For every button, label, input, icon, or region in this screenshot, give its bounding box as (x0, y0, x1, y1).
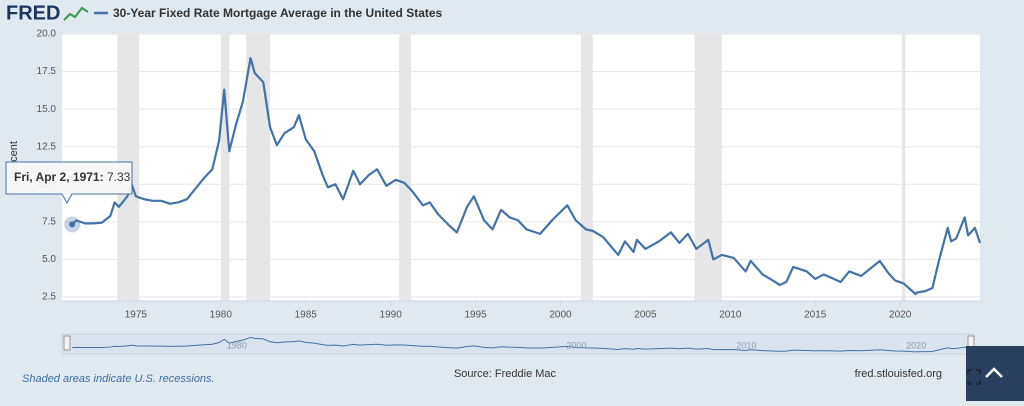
site: fred.stlouisfed.org (855, 368, 942, 380)
recession-note: Shaded areas indicate U.S. recessions. (22, 373, 215, 385)
caret-icon (985, 367, 1003, 378)
recession-band (694, 34, 722, 301)
y-tick-label: 20.0 (37, 29, 57, 40)
scroll-top-button[interactable] (966, 346, 1024, 401)
navigator-tick-label: 2000 (566, 340, 586, 350)
navigator-tick-label: 1980 (227, 340, 247, 350)
y-tick-label: 7.5 (42, 216, 56, 227)
y-tick-label: 12.5 (37, 141, 57, 152)
tooltip-date: Fri, Apr 2, 1971: (14, 170, 104, 184)
x-tick-label: 1990 (380, 310, 403, 321)
x-tick-label: 2005 (634, 310, 657, 321)
x-tick-label: 2020 (889, 310, 912, 321)
x-tick-label: 1985 (295, 310, 318, 321)
x-tick-label: 2000 (549, 310, 572, 321)
y-tick-label: 2.5 (42, 292, 56, 303)
x-tick-label: 1980 (210, 310, 233, 321)
navigator-tick-label: 2020 (906, 340, 926, 350)
x-tick-label: 1995 (464, 310, 487, 321)
recession-band (246, 34, 271, 301)
navigator-line (72, 336, 981, 353)
tooltip-box (5, 161, 133, 205)
recession-band (220, 34, 230, 301)
tooltip-text: Fri, Apr 2, 1971: 7.33 (14, 170, 131, 184)
logo-icon (63, 6, 89, 21)
x-tick-label: 2015 (804, 310, 827, 321)
legend-label: 30-Year Fixed Rate Mortgage Average in t… (113, 6, 443, 20)
tooltip: Fri, Apr 2, 1971: 7.33 (5, 161, 133, 205)
source: Source: Freddie Mac (454, 368, 557, 380)
plot-area (62, 34, 980, 301)
recession-band (901, 34, 906, 301)
y-tick-label: 15.0 (37, 104, 57, 115)
x-tick-label: 2010 (719, 310, 742, 321)
fullscreen-icon[interactable] (967, 369, 981, 385)
logo: FRED (6, 2, 60, 24)
hover-point (69, 221, 76, 228)
navigator-handle[interactable] (63, 335, 71, 351)
navigator-tick-label: 2010 (736, 340, 756, 350)
recession-band (399, 34, 412, 301)
recession-band (580, 34, 593, 301)
y-tick-label: 5.0 (42, 254, 56, 265)
tooltip-value: 7.33 (107, 170, 131, 184)
y-tick-label: 17.5 (37, 66, 57, 77)
x-tick-label: 1975 (125, 310, 148, 321)
series-line (71, 56, 982, 296)
